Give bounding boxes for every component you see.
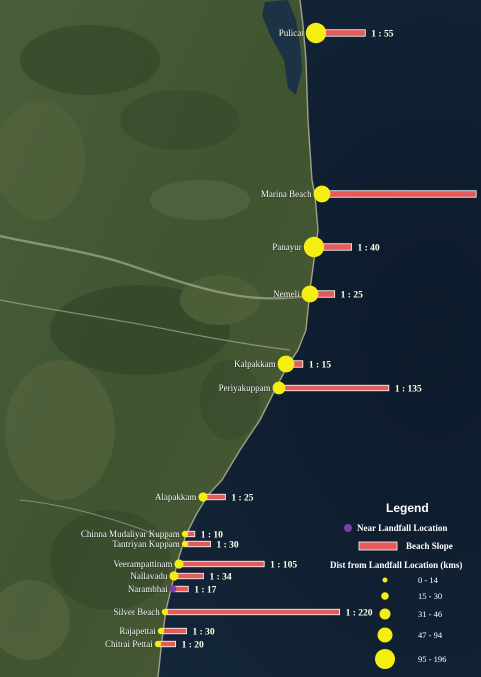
marker-chinna-mudaliyar-kuppam[interactable] — [181, 530, 189, 538]
slope-bar-chitrai-pettai — [159, 640, 177, 648]
slope-bar-rajapettai — [162, 627, 187, 635]
ratio-tantriyan-kuppam: 1 : 30 — [216, 541, 238, 551]
beach-slope-legend-icon — [358, 541, 398, 551]
slope-bar-periyakuppam — [282, 384, 390, 392]
size-class-2-icon — [381, 592, 389, 600]
slope-bar-pulicat — [321, 29, 366, 37]
slope-bar-silver-beach — [166, 608, 341, 616]
size-class-3-label: 31 - 46 — [418, 609, 442, 619]
label-marina-beach: Marina Beach — [261, 189, 312, 199]
ratio-rajapettai: 1 : 30 — [192, 628, 214, 638]
label-chitrai-pettai: Chitrai Pettai — [105, 639, 153, 649]
slope-bar-narambhai — [174, 585, 189, 593]
marker-periyakuppam[interactable] — [272, 381, 286, 395]
location-labels: Pulicat Marina Beach Panayur Nemeli Kalpakka… — [81, 28, 313, 650]
slope-bar-nallavadu — [176, 572, 204, 580]
ratio-chitrai-pettai: 1 : 20 — [182, 641, 204, 651]
rivers — [0, 234, 311, 541]
ratio-panayur: 1 : 40 — [358, 244, 380, 254]
terrain-texture — [0, 25, 260, 660]
ratio-silver-beach: 1 : 220 — [346, 609, 373, 619]
marker-narambhai[interactable] — [169, 585, 177, 593]
size-class-4-label: 47 - 94 — [418, 630, 443, 640]
size-class-5-icon — [375, 649, 395, 669]
slope-bar-marina-beach — [326, 190, 477, 198]
slope-bar-veerampattinam — [181, 560, 265, 568]
marker-marina-beach[interactable] — [313, 185, 331, 203]
marker-alapakkam[interactable] — [198, 492, 208, 502]
marker-tantriyan-kuppam[interactable] — [181, 540, 189, 548]
ratio-nemeli: 1 : 25 — [341, 291, 363, 301]
ratio-narambhai: 1 : 17 — [194, 586, 216, 596]
ratio-alapakkam: 1 : 25 — [231, 494, 253, 504]
near-landfall-legend-icon — [344, 524, 352, 532]
label-narambhai: Narambhai — [128, 584, 168, 594]
marker-nemeli[interactable] — [301, 285, 319, 303]
legend: Legend Near Landfall Location Beach Slop… — [330, 501, 462, 669]
marker-nallavadu[interactable] — [169, 571, 179, 581]
label-silver-beach: Silver Beach — [114, 607, 161, 617]
marker-chitrai-pettai[interactable] — [154, 640, 162, 648]
pulicat-lagoon — [262, 0, 302, 95]
label-tantriyan-kuppam: Tantriyan Kuppam — [112, 539, 180, 549]
marker-rajapettai[interactable] — [157, 627, 165, 635]
size-class-4-icon — [377, 627, 393, 643]
label-panayur: Panayur — [272, 242, 302, 252]
size-class-1-icon — [382, 577, 388, 583]
legend-beach-slope: Beach Slope — [406, 541, 453, 551]
marker-silver-beach[interactable] — [161, 608, 169, 616]
label-alapakkam: Alapakkam — [155, 492, 196, 502]
slope-bar-panayur — [319, 243, 352, 251]
label-veerampattinam: Veerampattinam — [113, 559, 172, 569]
marker-kalpakkam[interactable] — [277, 355, 295, 373]
marker-veerampattinam[interactable] — [174, 559, 184, 569]
ratio-nallavadu: 1 : 34 — [209, 573, 231, 583]
legend-near-landfall: Near Landfall Location — [357, 523, 447, 533]
ratio-chinna-mudaliyar-kuppam: 1 : 10 — [201, 531, 223, 541]
ratio-veerampattinam: 1 : 105 — [270, 561, 297, 571]
ratio-kalpakkam: 1 : 15 — [309, 361, 331, 371]
location-markers — [154, 22, 331, 648]
marker-panayur[interactable] — [303, 236, 325, 258]
legend-title: Legend — [386, 501, 429, 515]
ratio-pulicat: 1 : 55 — [371, 30, 393, 40]
label-nallavadu: Nallavadu — [130, 571, 167, 581]
label-nemeli: Nemeli — [273, 289, 300, 299]
size-class-3-icon — [379, 608, 391, 620]
slope-bar-alapakkam — [205, 493, 226, 501]
label-rajapettai: Rajapettai — [119, 626, 156, 636]
marker-pulicat[interactable] — [305, 22, 327, 44]
size-class-1-label: 0 - 14 — [418, 575, 439, 585]
legend-dist-title: Dist from Landfall Location (kms) — [330, 560, 462, 570]
label-pulicat: Pulicat — [279, 28, 304, 38]
label-chinna-mudaliyar-kuppam: Chinna Mudaliyar Kuppam — [81, 529, 180, 539]
label-periyakuppam: Periyakuppam — [219, 383, 271, 393]
size-class-2-label: 15 - 30 — [418, 591, 442, 601]
slope-bar-tantriyan-kuppam — [186, 540, 211, 548]
ratio-periyakuppam: 1 : 135 — [395, 385, 422, 395]
size-class-5-label: 95 - 196 — [418, 654, 446, 664]
label-kalpakkam: Kalpakkam — [234, 359, 275, 369]
slope-ratio-labels: 1 : 551 : 1901 : 401 : 251 : 151 : 1351 … — [181, 29, 422, 651]
